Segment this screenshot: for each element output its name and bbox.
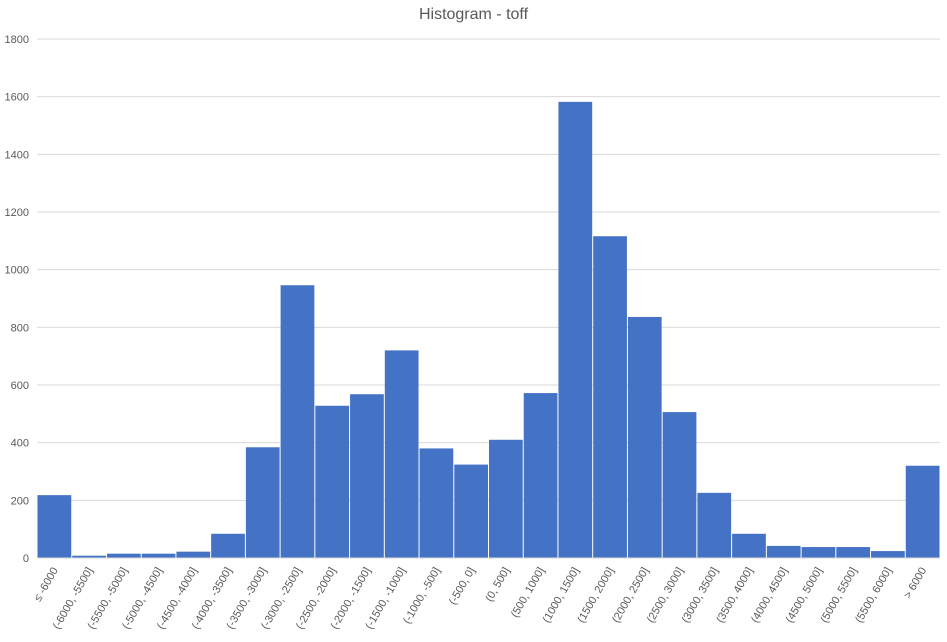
y-tick-label: 0	[23, 553, 29, 565]
x-tick-label: (4500, 5000]	[784, 566, 825, 626]
histogram-bar	[384, 350, 419, 558]
x-tick-label: ≤ -6000	[32, 566, 61, 604]
histogram-bar	[245, 447, 280, 558]
x-tick-label: (-1000, -500]	[401, 566, 443, 627]
x-tick-label: (4000, 4500]	[749, 566, 790, 626]
x-tick-label: (5500, 6000]	[853, 566, 894, 626]
chart-title: Histogram - toff	[418, 6, 529, 23]
histogram-bar	[211, 533, 245, 558]
histogram-bar	[454, 464, 488, 558]
histogram-bar	[37, 495, 72, 558]
y-tick-label: 800	[11, 322, 29, 334]
gridlines	[37, 38, 940, 501]
histogram-bar	[836, 547, 871, 558]
y-tick-label: 1000	[5, 265, 29, 277]
histogram-bar	[732, 533, 766, 558]
histogram-bar	[315, 405, 350, 558]
y-tick-label: 400	[11, 438, 29, 450]
histogram-bar	[766, 545, 801, 558]
x-tick-label: > 6000	[902, 566, 929, 601]
x-tick-label: (3000, 3500]	[680, 566, 721, 626]
y-tick-label: 1800	[5, 34, 29, 46]
histogram-bar	[141, 553, 176, 558]
histogram-bar	[350, 394, 384, 558]
histogram-bar	[662, 412, 697, 558]
x-tick-label: (1000, 1500]	[541, 566, 582, 626]
histogram-bar	[280, 285, 315, 558]
x-tick-label: (-500, 0]	[447, 566, 478, 607]
histogram-bar	[176, 551, 211, 558]
histogram-bar	[523, 393, 558, 558]
y-tick-label: 1400	[5, 149, 29, 161]
histogram-bar	[558, 101, 593, 559]
x-tick-label: (2500, 3000]	[645, 566, 686, 626]
y-tick-label: 200	[11, 495, 29, 507]
x-tick-label: (500, 1000]	[509, 566, 547, 620]
x-tick-label: (2000, 2500]	[610, 566, 651, 626]
histogram-bar	[106, 553, 141, 558]
histogram-bar	[593, 236, 627, 558]
y-tick-label: 600	[11, 380, 29, 392]
histogram-bar	[627, 316, 662, 558]
histogram-bar	[419, 448, 454, 558]
histogram-bar	[489, 439, 523, 558]
y-tick-label: 1600	[5, 92, 29, 104]
y-tick-label: 1200	[5, 207, 29, 219]
x-axis-tick-labels: ≤ -6000(-6000, -5500](-5500, -5000](-500…	[32, 566, 929, 632]
y-axis-tick-labels: 0 200 400 600 800 1000 1200 1400 1600 1800	[5, 34, 29, 565]
x-tick-label: (5000, 5500]	[818, 566, 859, 626]
x-tick-label: (0, 500]	[483, 566, 512, 604]
x-tick-label: (1500, 2000]	[575, 566, 616, 626]
histogram-bar	[72, 555, 106, 558]
x-tick-label: (3500, 4000]	[714, 566, 755, 626]
bars	[37, 101, 940, 559]
histogram-bar	[905, 465, 940, 558]
histogram-bar	[871, 551, 905, 558]
histogram-bar	[801, 547, 836, 558]
histogram-bar	[697, 492, 732, 558]
